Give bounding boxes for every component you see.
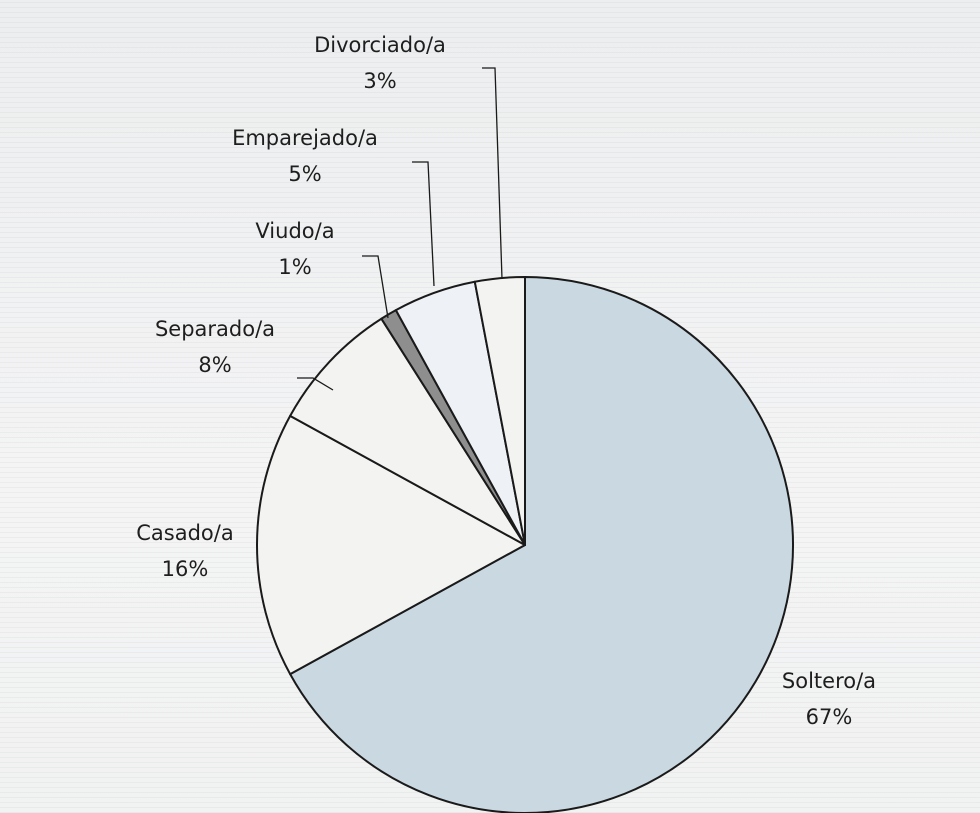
slice-label-emparejado-a: Emparejado/a xyxy=(232,126,378,150)
slice-value-soltero-a: 67% xyxy=(806,705,853,729)
slice-value-viudo-a: 1% xyxy=(278,255,311,279)
leader-lines xyxy=(297,67,503,391)
slice-casado-a xyxy=(256,414,526,676)
slice-label-casado-a: Casado/a xyxy=(136,521,233,545)
slice-label-viudo-a: Viudo/a xyxy=(255,219,334,243)
slice-label-soltero-a: Soltero/a xyxy=(782,669,876,693)
slice-label-divorciado-a: Divorciado/a xyxy=(314,33,446,57)
leader-line-emparejado-a xyxy=(412,161,435,287)
slice-value-casado-a: 16% xyxy=(162,557,209,581)
leader-line-viudo-a xyxy=(362,255,389,319)
slice-value-divorciado-a: 3% xyxy=(363,69,396,93)
slice-separado-a xyxy=(289,317,526,546)
leader-line-separado-a xyxy=(297,377,334,391)
slice-label-separado-a: Separado/a xyxy=(155,317,275,341)
slice-labels: Soltero/a 67% Casado/a 16% Separado/a 8% Viudo… xyxy=(136,33,876,729)
slice-divorciado-a xyxy=(473,276,526,546)
pie-slices xyxy=(256,276,794,813)
slice-soltero-a xyxy=(289,276,794,813)
leader-line-divorciado-a xyxy=(482,67,503,280)
slice-value-separado-a: 8% xyxy=(198,353,231,377)
slice-value-emparejado-a: 5% xyxy=(288,162,321,186)
